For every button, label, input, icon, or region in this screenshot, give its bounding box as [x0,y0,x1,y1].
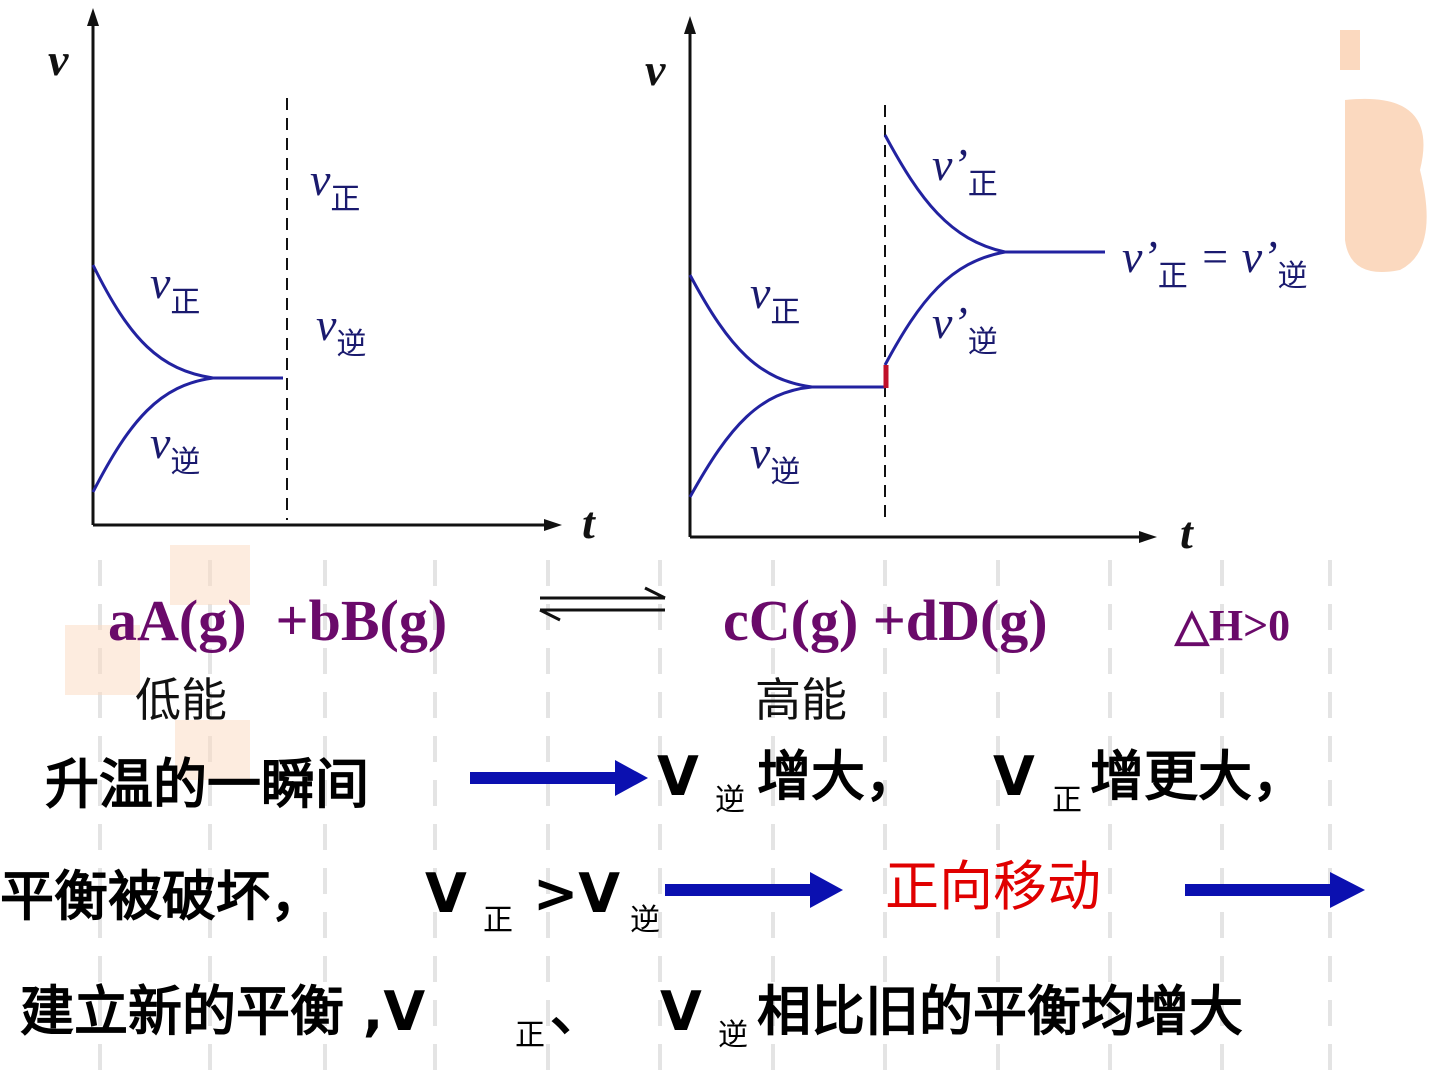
subscript: 正 [1052,783,1082,818]
subscript: 正 [483,903,513,938]
reactants: aA(g) +bB(g) [108,588,447,653]
equation: aA(g) +bB(g) cC(g) +dD(g) △H>0 低能 高能 [108,586,1290,727]
text: 增更大， [1090,745,1306,808]
curve-label: v’正 [932,139,998,202]
arrows [470,760,1365,908]
text: 增大， [757,745,919,808]
text: V [425,862,467,925]
axis-arrow [544,519,562,531]
axis-label: v [645,44,666,95]
axis-arrow [1139,531,1157,543]
subscript: 逆 [715,783,745,818]
text: 升温的一瞬间 [45,753,369,816]
text: 相比旧的平衡均增大 [757,980,1243,1043]
subscript: 逆 [718,1018,748,1053]
axis-label: t [582,497,596,548]
curve-label: v’逆 [932,297,998,360]
subscript: 正 [515,1018,545,1053]
note: 高能 [755,673,847,727]
graph-2: v t v正 v逆 v’正 v’逆 v’正 = v’逆 [645,16,1308,558]
axis-label: t [1180,507,1194,558]
curve [688,274,885,389]
text: >V [533,862,620,925]
text: 建立新的平衡 ,V [20,980,425,1043]
curve-label: v正 [310,154,360,217]
curve-label: v正 [750,267,800,330]
curve [883,134,1105,254]
text: V [993,745,1035,808]
highlight: 正向移动 [885,855,1101,918]
axis-arrow [87,8,99,26]
axis-arrow [684,16,696,34]
text: V [660,980,702,1043]
subscript: 逆 [630,903,660,938]
curve-label: v逆 [750,427,800,490]
curve [91,264,283,380]
text: V [657,745,699,808]
curve [91,376,214,493]
text: 平衡被破坏， [0,865,324,928]
curve-label: v逆 [150,417,200,480]
products: cC(g) +dD(g) [723,588,1048,653]
graph-1: v t v正 v正 v逆 v逆 [48,8,596,548]
enthalpy: △H>0 [1174,601,1290,650]
axis-label: v [48,34,69,85]
curve [883,250,1006,366]
statements: 升温的一瞬间 V 逆 增大， V 正 增更大， 平衡被破坏， V 正 >V 逆 … [0,745,1306,1053]
decoration [65,30,1427,780]
curve-label: v逆 [316,299,366,362]
note: 低能 [135,673,227,727]
equilibrium-arrow [539,586,666,622]
curve-label: v正 [150,257,200,320]
equilibrium-label: v’正 = v’逆 [1122,231,1308,294]
curve [688,385,813,498]
text: 、 [550,980,604,1043]
